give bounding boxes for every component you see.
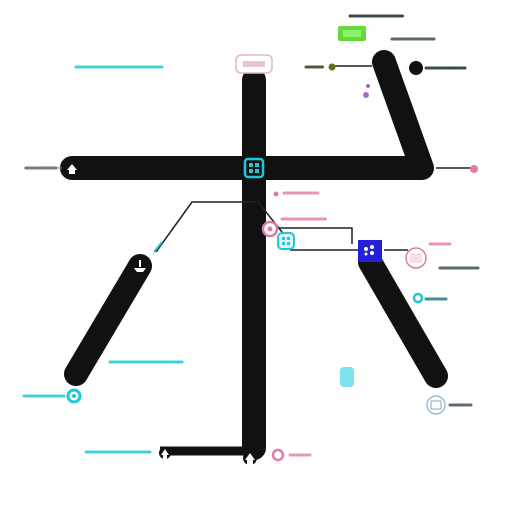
- track-network: [60, 50, 448, 460]
- track-horizontal-main: [60, 50, 434, 180]
- house-icon: [67, 164, 77, 174]
- house-icon: [245, 453, 255, 465]
- pink-dot-right[interactable]: [470, 165, 478, 173]
- grid-icon: [282, 237, 290, 245]
- connector-mid-right: [276, 227, 353, 244]
- left-end-node[interactable]: [64, 160, 80, 176]
- left-diag-end-node[interactable]: [133, 259, 147, 273]
- bottom-left-end-node[interactable]: [159, 447, 171, 459]
- blue-station-node[interactable]: [358, 240, 382, 262]
- house-icon: [161, 449, 169, 459]
- grid-icon: [249, 163, 259, 173]
- pink-ring-mid-node[interactable]: [261, 220, 279, 238]
- track-right-diagonal: [358, 250, 448, 388]
- ship-icon: [134, 260, 146, 272]
- cyan-capsule-node[interactable]: [340, 367, 354, 387]
- purple-dot-small[interactable]: [366, 84, 370, 88]
- cyan-ring-right-node[interactable]: [412, 292, 424, 304]
- black-dot[interactable]: [409, 61, 423, 75]
- label-marks: [22, 14, 480, 457]
- olive-dot[interactable]: [328, 63, 336, 71]
- connector-cyan-glow: [153, 241, 163, 253]
- hub-center-node[interactable]: [243, 157, 265, 179]
- pink-ring-right-node[interactable]: [405, 247, 427, 269]
- green-badge-node[interactable]: [338, 26, 366, 41]
- cyan-pin-node[interactable]: [66, 388, 82, 404]
- connector-left-diagonal: [155, 201, 283, 253]
- bottom-center-end-node[interactable]: [243, 451, 257, 465]
- cyan-station-mid-node[interactable]: [277, 232, 295, 250]
- purple-dot[interactable]: [363, 92, 369, 98]
- top-label-box[interactable]: [235, 54, 273, 74]
- gray-ring-right-node[interactable]: [426, 395, 446, 415]
- track-left-diagonal: [64, 254, 152, 386]
- pink-ring-bottom-node[interactable]: [271, 448, 285, 462]
- cluster-icon: [364, 245, 374, 256]
- pink-dot-label[interactable]: [273, 191, 279, 197]
